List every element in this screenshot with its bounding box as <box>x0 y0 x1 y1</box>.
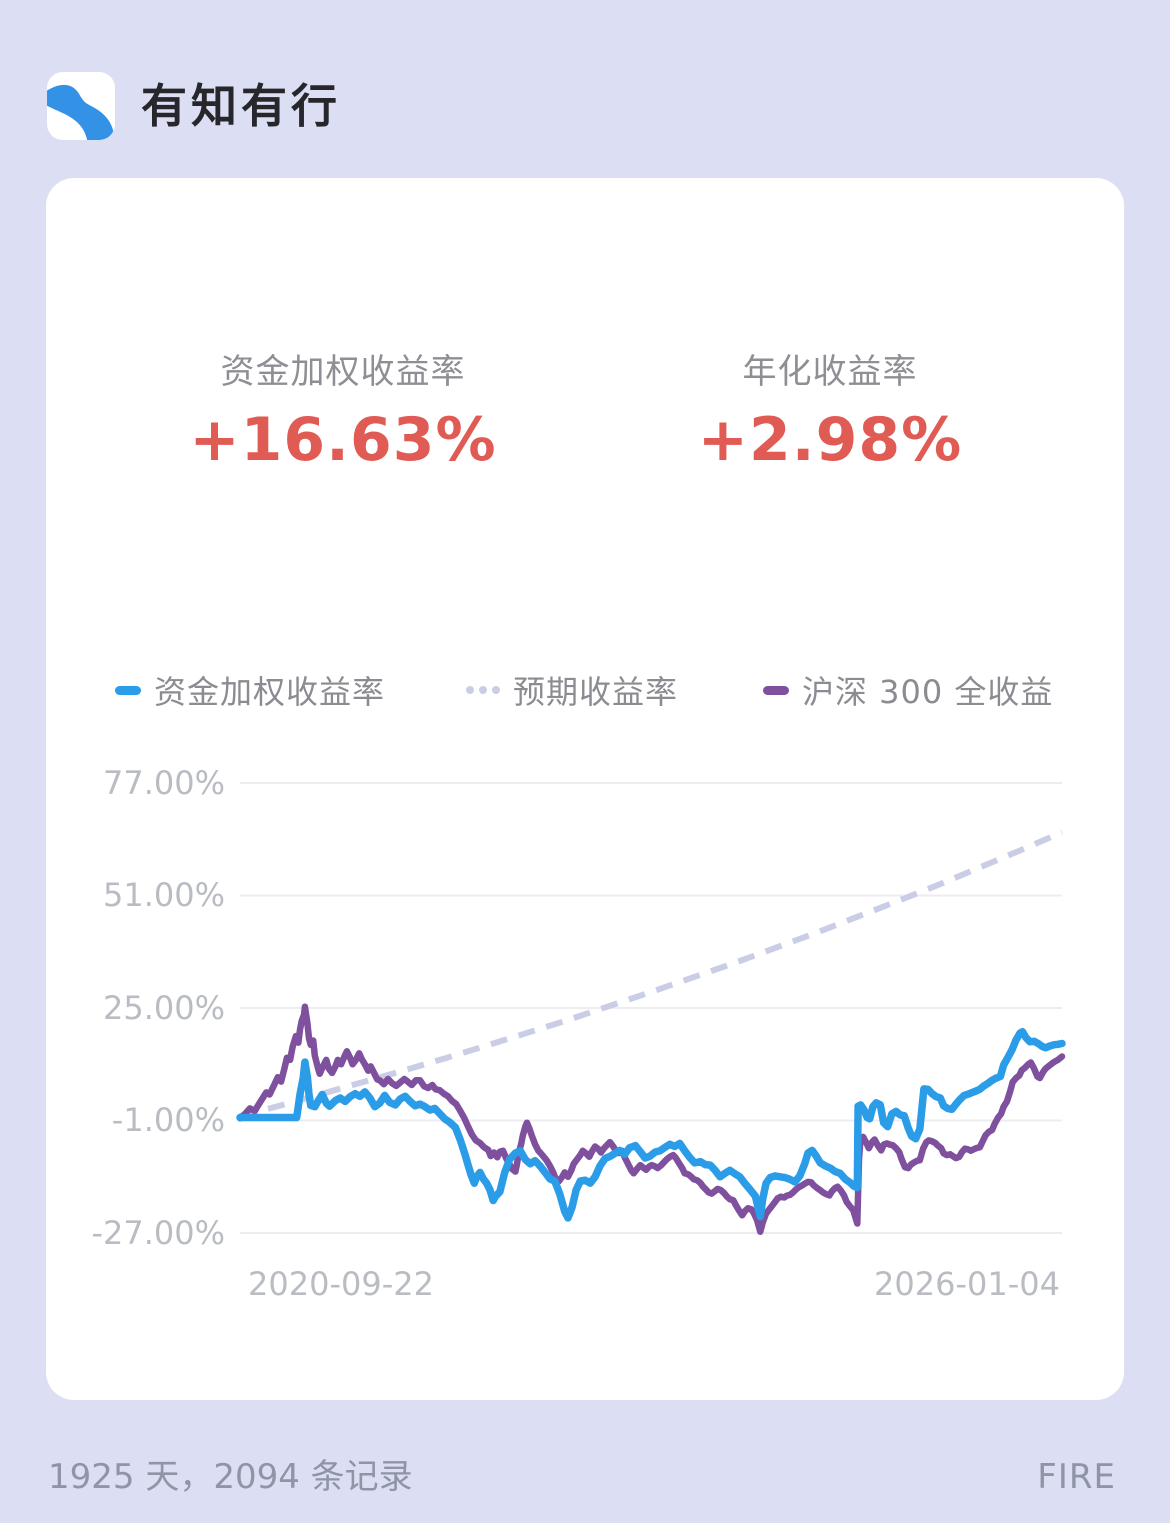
y-axis-tick: 51.00% <box>102 876 225 914</box>
x-axis-label-end: 2026-01-04 <box>874 1265 1060 1303</box>
fire-label: FIRE <box>1037 1457 1116 1497</box>
record-count-label: 1925 天，2094 条记录 <box>48 1457 413 1497</box>
chart-canvas[interactable] <box>46 740 1124 1360</box>
summary-card: 资金加权收益率 +16.63% 年化收益率 +2.98% 资金加权收益率 预期收… <box>46 178 1124 1400</box>
legend-dash-purple-icon <box>763 685 789 695</box>
legend-label: 预期收益率 <box>513 673 679 711</box>
y-axis-tick: -27.00% <box>91 1214 225 1252</box>
app-logo <box>47 72 115 140</box>
stat-money-weighted: 资金加权收益率 +16.63% <box>189 352 496 472</box>
stat-value-money-weighted: +16.63% <box>189 405 497 475</box>
series-expected-return <box>239 829 1064 1120</box>
legend-item-expected: 预期收益率 <box>466 670 679 711</box>
legend-item-money-weighted: 资金加权收益率 <box>115 670 386 711</box>
legend-dots-icon <box>466 686 500 694</box>
app-title: 有知有行 <box>141 79 341 133</box>
y-axis-tick: -1.00% <box>111 1101 225 1139</box>
stat-annualized: 年化收益率 +2.98% <box>698 352 962 472</box>
series-csi300-total-return <box>236 1003 1066 1235</box>
stat-label-money-weighted: 资金加权收益率 <box>220 352 466 392</box>
legend-label: 沪深 300 全收益 <box>802 673 1054 711</box>
returns-chart[interactable]: 77.00% 51.00% 25.00% -1.00% -27.00% 2020… <box>46 740 1124 1360</box>
legend-item-csi300: 沪深 300 全收益 <box>763 670 1054 711</box>
y-axis-tick: 25.00% <box>102 989 225 1027</box>
stat-label-annualized: 年化收益率 <box>742 352 918 392</box>
legend-dash-blue-icon <box>115 685 141 695</box>
series-money-weighted-return <box>236 1028 1066 1222</box>
river-icon <box>47 84 115 140</box>
stat-value-annualized: +2.98% <box>697 405 963 475</box>
legend-label: 资金加权收益率 <box>154 673 386 711</box>
y-axis-tick: 77.00% <box>102 764 225 802</box>
x-axis-label-start: 2020-09-22 <box>248 1265 434 1303</box>
